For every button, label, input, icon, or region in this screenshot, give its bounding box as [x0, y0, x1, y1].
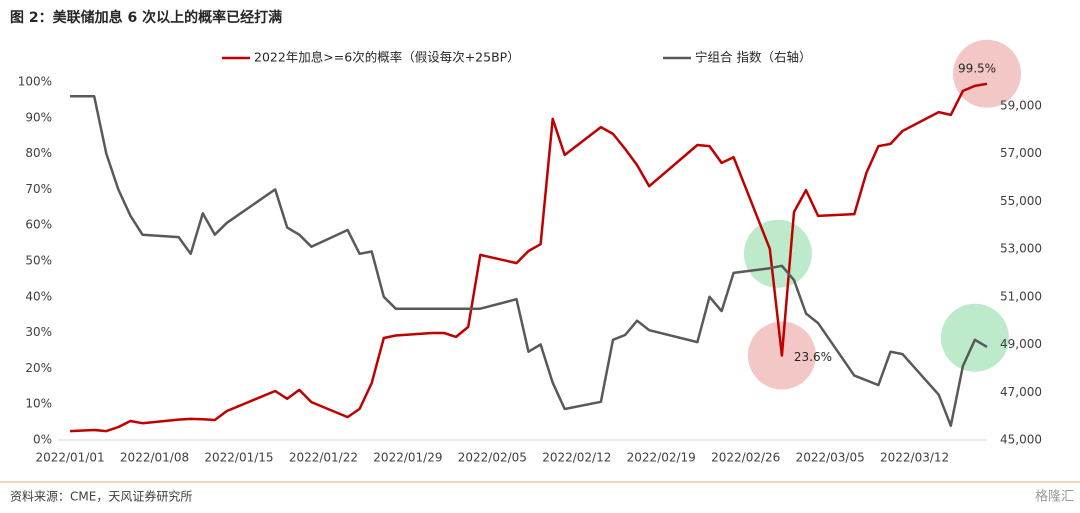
- legend-label: 2022年加息>=6次的概率（假设每次+25BP）: [254, 50, 520, 65]
- x-tick-label: 2022/01/22: [289, 451, 358, 465]
- x-tick-label: 2022/03/05: [796, 451, 865, 465]
- y-tick-label: 40%: [25, 289, 52, 303]
- x-tick-label: 2022/01/29: [373, 451, 442, 465]
- y-tick-label: 70%: [25, 182, 52, 196]
- y2-tick-label: 57,000: [1000, 146, 1042, 160]
- highlight-circle: [953, 39, 1021, 108]
- x-tick-label: 2022/01/08: [120, 451, 189, 465]
- chart-title: 图 2：美联储加息 6 次以上的概率已经打满: [10, 9, 282, 26]
- y-tick-label: 60%: [25, 218, 52, 232]
- y2-tick-label: 47,000: [1000, 385, 1042, 399]
- series-line: [70, 82, 988, 433]
- y-tick-label: 80%: [25, 146, 52, 160]
- y-tick-label: 0%: [33, 433, 52, 447]
- x-tick-label: 2022/02/26: [711, 451, 780, 465]
- y-tick-label: 50%: [25, 254, 52, 268]
- x-tick-label: 2022/01/01: [35, 451, 104, 465]
- source-note: 资料来源：CME，天风证券研究所: [10, 489, 192, 504]
- y-tick-label: 90%: [25, 110, 52, 124]
- data-label: 99.5%: [958, 61, 996, 75]
- y-tick-label: 100%: [18, 75, 52, 89]
- highlight-circle: [743, 219, 812, 288]
- series-line: [70, 95, 988, 427]
- x-tick-label: 2022/02/19: [627, 451, 696, 465]
- y-tick-label: 30%: [25, 325, 52, 339]
- legend-label: 宁组合 指数（右轴）: [695, 50, 811, 65]
- y2-tick-label: 53,000: [1000, 242, 1042, 256]
- y2-tick-label: 45,000: [1000, 433, 1042, 447]
- x-tick-label: 2022/01/15: [204, 451, 273, 465]
- x-tick-label: 2022/02/12: [542, 451, 611, 465]
- highlight-circle: [940, 303, 1009, 372]
- y2-tick-label: 55,000: [1000, 194, 1042, 208]
- y2-tick-label: 49,000: [1000, 337, 1042, 351]
- x-tick-label: 2022/02/05: [458, 451, 527, 465]
- x-tick-label: 2022/03/12: [880, 451, 949, 465]
- data-label: 23.6%: [794, 350, 832, 364]
- watermark: 格隆汇: [1035, 489, 1074, 505]
- y2-tick-label: 59,000: [1000, 98, 1042, 112]
- y-tick-label: 10%: [25, 397, 52, 411]
- y-tick-label: 20%: [25, 361, 52, 375]
- y2-tick-label: 51,000: [1000, 289, 1042, 303]
